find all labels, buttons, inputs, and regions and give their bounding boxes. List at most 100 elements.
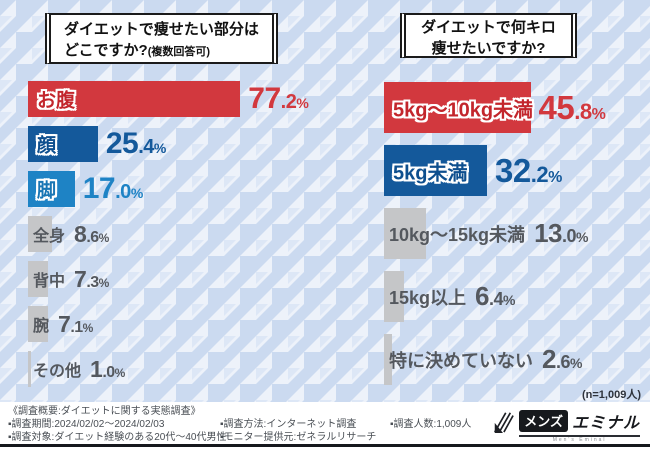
bar-row: 10kg〜15kg未満 13.0% (384, 208, 646, 259)
bar-value: 17.0% (83, 172, 144, 206)
bar-label: 15kg以上 (389, 287, 467, 308)
survey-monitor: ▪モニター提供元:ゼネラルリサーチ (220, 432, 377, 443)
right-title-line2: 痩せたいですか? (431, 40, 546, 57)
value-dec: .1 (70, 318, 83, 336)
percent-sign: % (503, 292, 515, 308)
bar-row: 背中 7.3% (28, 261, 358, 297)
value-int: 32 (495, 151, 531, 189)
bar-segment (28, 306, 48, 342)
percent-sign: % (98, 275, 110, 290)
weight-goal-chart: 5kg〜10kg未満 45.8% 5kg未満 32.2% 10kg〜15kg未満… (384, 82, 646, 397)
percent-sign: % (576, 229, 588, 245)
value-dec: .3 (86, 273, 99, 291)
bar-label: お腹 (37, 90, 76, 112)
bar-segment (384, 208, 426, 259)
bar-value: 45.8% (539, 89, 606, 127)
value-dec: .4 (138, 136, 154, 158)
bar-segment (384, 145, 488, 196)
value-int: 2 (542, 344, 556, 374)
value-dec: .2 (280, 91, 297, 113)
value-dec: .8 (574, 98, 592, 124)
bar-value: 6.4% (475, 281, 515, 312)
survey-summary: 《調査概要:ダイエットに関する実態調査》 (8, 406, 201, 417)
value-int: 13 (534, 218, 562, 248)
value-int: 25 (105, 127, 139, 160)
bar-value: 77.2% (248, 82, 309, 116)
percent-sign: % (591, 105, 606, 123)
survey-overview-column: 《調査概要:ダイエットに関する実態調査》 ▪調査期間:2024/02/02〜20… (8, 405, 226, 444)
survey-count: ▪調査人数:1,009人 (390, 419, 472, 430)
bottom-border (0, 444, 650, 447)
survey-method: ▪調査方法:インターネット調査 (220, 419, 357, 430)
footer: 《調査概要:ダイエットに関する実態調査》 ▪調査期間:2024/02/02〜20… (0, 402, 650, 450)
value-int: 45 (538, 88, 575, 126)
bar-value: 13.0% (534, 218, 588, 249)
bar-segment (28, 126, 98, 162)
survey-period: ▪調査期間:2024/02/02〜2024/02/03 (8, 419, 165, 430)
bar-row: 特に決めていない 2.6% (384, 334, 646, 385)
sample-size-note: (n=1,009人) (582, 389, 641, 401)
value-dec: .0 (561, 226, 577, 246)
bar-row: お腹 77.2% (28, 81, 358, 117)
bar-segment (384, 334, 393, 385)
bar-label: 背中 (33, 273, 66, 290)
multi-answer-note: (複数回答可) (147, 46, 211, 59)
right-chart-title: ダイエットで何キロ 痩せたいですか? (400, 13, 577, 58)
bar-label: 腕 (33, 318, 50, 335)
percent-sign: % (130, 185, 143, 201)
left-title-line1: ダイエットで痩せたい部分は (64, 21, 259, 38)
bar-label: 10kg〜15kg未満 (389, 224, 526, 245)
bar-row: 脚 17.0% (28, 171, 358, 207)
bar-segment (28, 216, 52, 252)
logo-badge: メンズ (519, 410, 568, 432)
bar-value: 25.4% (105, 127, 167, 161)
bar-row: 腕 7.1% (28, 306, 358, 342)
value-int: 77 (248, 82, 281, 115)
value-dec: .0 (102, 363, 115, 381)
percent-sign: % (548, 168, 562, 186)
body-part-chart: お腹 77.2% 顔 25.4% 脚 17.0% 全身 8.6% 背中 7.3%… (28, 81, 358, 396)
bar-value: 7.1% (58, 311, 93, 338)
percent-sign: % (153, 140, 166, 156)
percent-sign: % (569, 355, 582, 371)
value-int: 7 (58, 310, 71, 337)
bar-segment (28, 351, 31, 387)
bar-value: 2.6% (542, 344, 582, 375)
bar-segment (28, 261, 49, 297)
percent-sign: % (296, 95, 309, 111)
value-dec: .6 (555, 352, 571, 372)
bar-row: その他 1.0% (28, 351, 358, 387)
bar-segment (28, 81, 241, 117)
bar-value: 7.3% (74, 266, 109, 293)
bar-label: 特に決めていない (389, 350, 533, 371)
percent-sign: % (82, 320, 94, 335)
bar-label: 5kg〜10kg未満 (393, 99, 534, 121)
bar-label: 脚 (37, 180, 57, 202)
bar-row: 15kg以上 6.4% (384, 271, 646, 322)
bar-value: 32.2% (495, 152, 562, 190)
survey-count-column: ▪調査人数:1,009人 (390, 418, 471, 431)
percent-sign: % (98, 230, 110, 245)
bar-segment (384, 271, 405, 322)
bar-value: 1.0% (90, 356, 125, 383)
value-int: 8 (74, 220, 87, 247)
bar-segment (384, 82, 531, 133)
logo-text: メンズ エミナル Men's Eminal (519, 409, 640, 445)
bar-label: 顔 (37, 135, 57, 157)
logo-name: エミナル (571, 415, 640, 432)
logo-mark-icon (494, 412, 515, 433)
bar-row: 顔 25.4% (28, 126, 358, 162)
percent-sign: % (114, 365, 126, 380)
value-dec: .6 (86, 228, 99, 246)
value-int: 1 (90, 355, 103, 382)
bar-value: 8.6% (74, 221, 109, 248)
right-title-line1: ダイエットで何キロ (421, 19, 556, 36)
bar-row: 全身 8.6% (28, 216, 358, 252)
bar-segment (28, 171, 75, 207)
value-int: 7 (74, 265, 87, 292)
left-title-line2: どこですか?(複数回答可) (64, 42, 211, 60)
value-dec: .4 (489, 289, 504, 309)
bar-row: 5kg未満 32.2% (384, 145, 646, 196)
